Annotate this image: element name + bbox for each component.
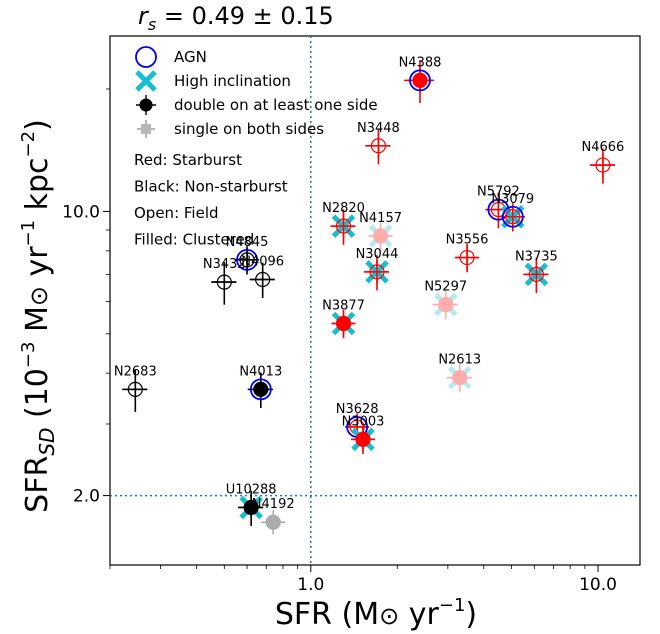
high-inclination-marker bbox=[433, 292, 458, 317]
data-point bbox=[365, 128, 391, 165]
point-label: N3735 bbox=[515, 249, 558, 264]
point-label: N4157 bbox=[359, 211, 402, 226]
data-point bbox=[523, 257, 549, 293]
point-label: N2683 bbox=[114, 364, 157, 379]
legend-note: Open: Field bbox=[134, 204, 219, 222]
x-axis-title: SFR (M⊙ yr−1) bbox=[275, 595, 477, 632]
data-point bbox=[331, 309, 356, 339]
y-tick-label: 10.0 bbox=[62, 202, 100, 222]
legend-note: Red: Starburst bbox=[134, 151, 242, 169]
data-point bbox=[589, 148, 615, 184]
point-marker bbox=[372, 228, 389, 244]
point-label: N3432 bbox=[203, 257, 246, 272]
legend-item: High inclination bbox=[135, 70, 291, 92]
x-legend-icon bbox=[135, 70, 157, 92]
point-label: N3003 bbox=[342, 414, 385, 429]
legend-item: single on both sides bbox=[137, 120, 324, 138]
x-tick-label: 10.0 bbox=[579, 575, 617, 595]
data-point bbox=[368, 222, 393, 251]
legend-note: Filled: Clustered bbox=[134, 231, 254, 249]
legend-note: Black: Non-starburst bbox=[134, 178, 288, 196]
agn-marker bbox=[236, 248, 258, 271]
x-tick-label: 1.0 bbox=[297, 575, 324, 595]
data-point bbox=[261, 510, 286, 535]
high-inclination-marker bbox=[447, 365, 472, 390]
data-point bbox=[363, 255, 389, 291]
point-label: N4845 bbox=[226, 235, 269, 250]
high-inclination-marker bbox=[447, 365, 472, 390]
point-label: N3079 bbox=[491, 192, 534, 207]
agn-legend-icon bbox=[135, 46, 157, 68]
point-label: N2820 bbox=[322, 201, 365, 216]
point-label: N3556 bbox=[446, 233, 489, 248]
high-inclination-marker bbox=[368, 224, 393, 248]
data-point bbox=[237, 490, 264, 527]
point-label: N4192 bbox=[252, 497, 295, 512]
data-point bbox=[455, 243, 480, 273]
data-point bbox=[404, 60, 435, 103]
data-point bbox=[247, 372, 273, 408]
chart-title: rs = 0.49 ± 0.15 bbox=[138, 2, 334, 34]
point-label: N5297 bbox=[424, 280, 467, 295]
point-label: N3044 bbox=[356, 247, 399, 262]
legend-label: double on at least one side bbox=[174, 96, 378, 114]
point-label: N3877 bbox=[322, 299, 365, 314]
legend-label: High inclination bbox=[174, 72, 291, 90]
data-point bbox=[235, 246, 260, 275]
point-label: N4666 bbox=[582, 140, 625, 155]
plot-frame bbox=[109, 35, 641, 566]
legend-label: single on both sides bbox=[174, 120, 324, 138]
legend-label: AGN bbox=[174, 48, 207, 66]
point-label: U10288 bbox=[226, 482, 277, 497]
data-point bbox=[351, 425, 376, 455]
data-point bbox=[446, 364, 472, 393]
legend-item: AGN bbox=[135, 46, 207, 68]
point-label: N4096 bbox=[241, 254, 284, 269]
y-axis-title: SFRSD (10−3 M⊙ yr−1 kpc−2) bbox=[18, 119, 59, 513]
point-label: N4013 bbox=[239, 364, 282, 379]
data-point bbox=[211, 262, 237, 305]
point-label: N4388 bbox=[399, 55, 442, 70]
point-label: N3628 bbox=[336, 402, 379, 417]
svg-text:SFRSD (10−3 M⊙ yr−1 kpc−2): SFRSD (10−3 M⊙ yr−1 kpc−2) bbox=[18, 119, 59, 513]
legend-item: double on at least one side bbox=[136, 95, 378, 115]
point-label: N5792 bbox=[477, 185, 520, 200]
point-marker bbox=[438, 296, 454, 313]
data-point bbox=[249, 262, 275, 299]
high-inclination-marker bbox=[433, 292, 458, 317]
agn-marker bbox=[501, 205, 524, 228]
data-point bbox=[330, 209, 356, 245]
legend: AGN High inclination double on at least on… bbox=[134, 46, 378, 249]
data-point bbox=[122, 369, 148, 412]
high-inclination-marker bbox=[368, 224, 393, 248]
y-tick-label: 2.0 bbox=[73, 487, 100, 507]
point-label: N3448 bbox=[357, 121, 400, 136]
agn-marker bbox=[409, 69, 431, 92]
data-point bbox=[432, 290, 458, 320]
point-label: N2613 bbox=[438, 353, 481, 368]
agn-marker bbox=[249, 378, 272, 401]
point-marker bbox=[452, 370, 468, 386]
point-marker bbox=[265, 514, 281, 530]
